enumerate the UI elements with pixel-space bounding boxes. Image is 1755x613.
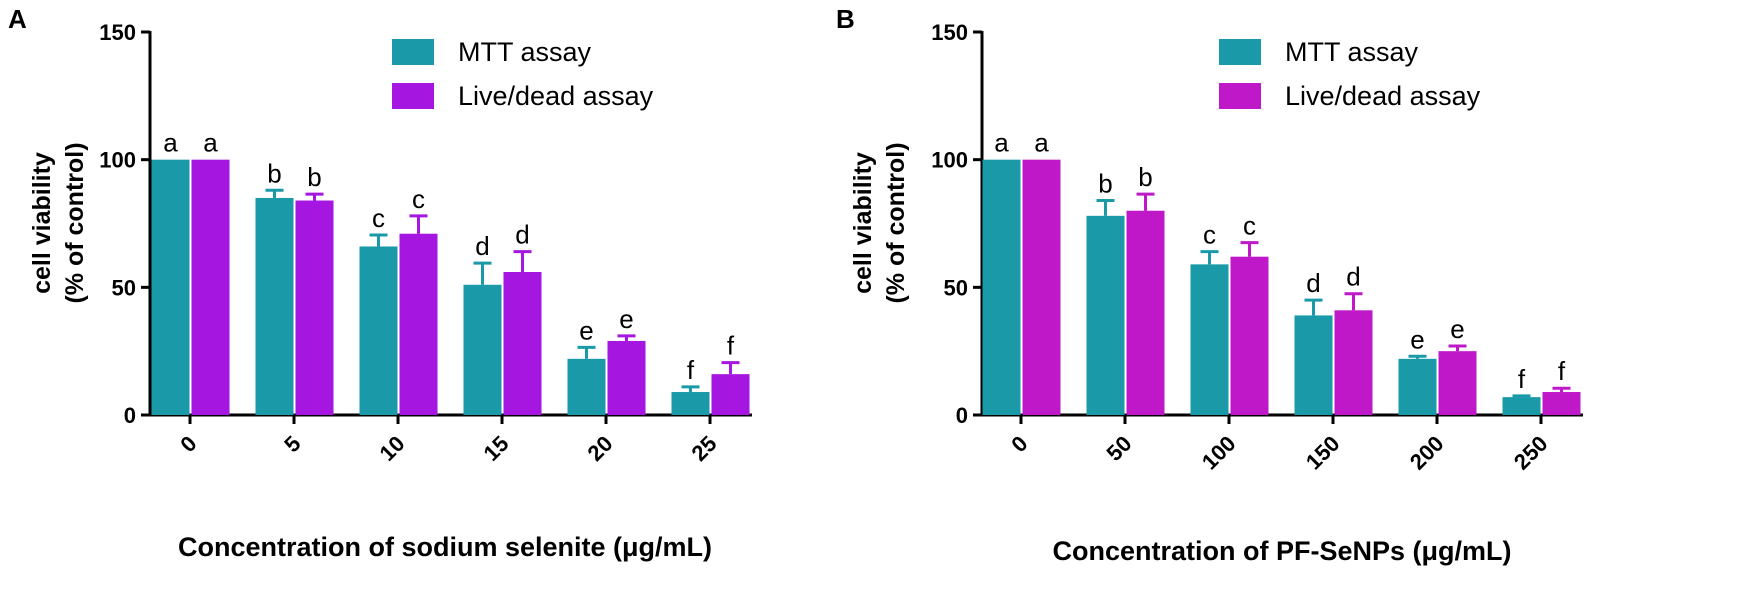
significance-label: c	[412, 184, 425, 214]
bar-live-dead	[503, 272, 542, 415]
panel-letter: B	[836, 4, 855, 34]
x-tick-label: 0	[1006, 431, 1032, 457]
y-tick-label: 100	[99, 148, 136, 173]
bar-mtt	[671, 392, 710, 415]
y-axis-label-line2: (% of control)	[61, 142, 89, 303]
significance-label: f	[1518, 364, 1526, 394]
panel-letter: A	[8, 4, 27, 34]
significance-label: d	[515, 220, 529, 250]
bar-live-dead	[711, 374, 750, 415]
legend-swatch	[392, 83, 434, 109]
significance-label: c	[372, 203, 385, 233]
bar-mtt	[1294, 315, 1333, 415]
legend-label: MTT assay	[458, 37, 592, 67]
bar-mtt	[255, 197, 294, 415]
bar-mtt	[463, 284, 502, 415]
chart-panel-a: A cell viability (% of control) Concentr…	[8, 4, 752, 562]
x-tick-label: 100	[1197, 431, 1241, 475]
significance-label: e	[1410, 324, 1424, 354]
x-tick-label: 20	[583, 431, 618, 466]
y-tick-label: 150	[99, 20, 136, 45]
significance-label: d	[1306, 268, 1320, 298]
bar-live-dead	[1334, 310, 1373, 415]
bar-live-dead	[1022, 159, 1061, 415]
significance-label: b	[1138, 162, 1152, 192]
significance-label: c	[1203, 220, 1216, 250]
significance-label: b	[1098, 169, 1112, 199]
y-tick-label: 150	[931, 20, 968, 45]
significance-label: a	[1034, 128, 1049, 158]
bar-live-dead	[191, 159, 230, 415]
legend-swatch	[1219, 39, 1261, 65]
x-tick-label: 150	[1301, 431, 1345, 475]
significance-label: a	[994, 128, 1009, 158]
legend: MTT assay Live/dead assay	[392, 37, 654, 111]
bar-live-dead	[399, 233, 438, 415]
x-tick-label: 15	[479, 431, 514, 466]
legend-swatch	[1219, 83, 1261, 109]
bar-mtt	[567, 358, 606, 415]
x-tick-label: 5	[279, 431, 305, 457]
significance-label: a	[163, 128, 178, 158]
legend: MTT assay Live/dead assay	[1219, 37, 1481, 111]
x-axis-label: Concentration of PF-SeNPs (μg/mL)	[1052, 536, 1511, 566]
x-tick-label: 250	[1509, 431, 1553, 475]
legend-label: Live/dead assay	[458, 81, 654, 111]
y-tick-label: 100	[931, 148, 968, 173]
bar-mtt	[1086, 215, 1125, 415]
significance-label: f	[1558, 356, 1566, 386]
y-tick-label: 0	[956, 403, 968, 428]
legend-swatch	[392, 39, 434, 65]
chart-panel-b: B cell viability (% of control) Concentr…	[836, 4, 1583, 566]
significance-label: f	[727, 331, 735, 361]
bar-live-dead	[1542, 392, 1581, 415]
bar-mtt	[1398, 358, 1437, 415]
significance-label: d	[475, 231, 489, 261]
significance-label: a	[203, 128, 218, 158]
significance-label: b	[307, 162, 321, 192]
y-axis-label-line1: cell viability	[28, 152, 56, 294]
bar-live-dead	[295, 200, 334, 415]
significance-label: e	[1450, 314, 1464, 344]
x-tick-label: 200	[1405, 431, 1449, 475]
y-axis-label-line1: cell viability	[849, 152, 877, 294]
x-tick-label: 10	[375, 431, 410, 466]
bar-live-dead	[607, 340, 646, 415]
bar-mtt	[151, 159, 190, 415]
x-axis-label: Concentration of sodium selenite (μg/mL)	[178, 532, 712, 562]
bar-live-dead	[1126, 210, 1165, 415]
bar-live-dead	[1438, 351, 1477, 415]
significance-label: c	[1243, 211, 1256, 241]
significance-label: e	[619, 304, 633, 334]
bar-mtt	[359, 246, 398, 415]
significance-label: f	[687, 355, 695, 385]
bar-live-dead	[1230, 256, 1269, 415]
x-tick-label: 50	[1102, 431, 1137, 466]
x-tick-label: 25	[687, 431, 722, 466]
significance-label: b	[267, 158, 281, 188]
bar-mtt	[982, 159, 1021, 415]
y-tick-label: 50	[112, 275, 136, 300]
y-tick-label: 0	[124, 403, 136, 428]
bar-mtt	[1190, 264, 1229, 415]
bar-mtt	[1502, 397, 1541, 415]
significance-label: d	[1346, 262, 1360, 292]
y-axis-label-line2: (% of control)	[882, 142, 910, 303]
significance-label: e	[579, 315, 593, 345]
y-tick-label: 50	[944, 275, 968, 300]
x-tick-label: 0	[175, 431, 201, 457]
legend-label: MTT assay	[1285, 37, 1419, 67]
legend-label: Live/dead assay	[1285, 81, 1481, 111]
